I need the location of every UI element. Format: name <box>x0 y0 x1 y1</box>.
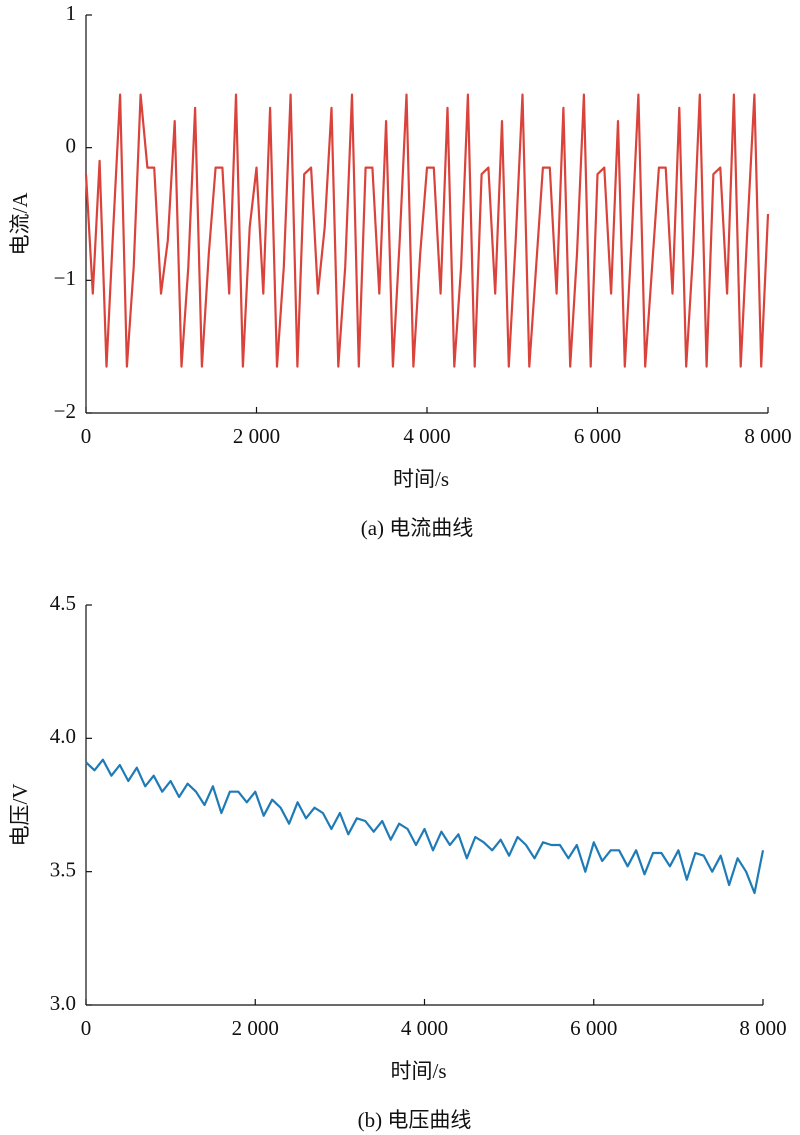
caption: (b) 电压曲线 <box>358 1108 472 1132</box>
x-tick-label: 2 000 <box>232 1016 279 1040</box>
x-tick-label: 4 000 <box>401 1016 448 1040</box>
x-tick-label: 6 000 <box>570 1016 617 1040</box>
y-tick-label: −1 <box>54 266 76 290</box>
y-tick-label: 1 <box>66 1 77 25</box>
x-tick-label: 8 000 <box>744 424 791 448</box>
x-axis-label: 时间/s <box>390 1059 446 1083</box>
line <box>84 93 770 368</box>
y-axis-label: 电流/A <box>8 192 32 256</box>
x-tick-label: 4 000 <box>403 424 450 448</box>
x-tick-label: 8 000 <box>739 1016 786 1040</box>
y-tick-label: 0 <box>66 133 77 157</box>
y-tick-label: 4.5 <box>50 591 76 615</box>
x-tick-label: 2 000 <box>233 424 280 448</box>
x-tick-label: 0 <box>81 1016 92 1040</box>
y-tick-label: 4.0 <box>50 724 76 748</box>
caption: (a) 电流曲线 <box>361 516 474 540</box>
y-tick-label: 3.0 <box>50 991 76 1015</box>
y-axis-label: 电压/V <box>8 784 32 847</box>
line <box>85 758 765 895</box>
x-axis-label: 时间/s <box>393 467 449 491</box>
x-tick-label: 0 <box>81 424 92 448</box>
y-tick-label: −2 <box>54 399 76 423</box>
y-tick-label: 3.5 <box>50 857 76 881</box>
x-tick-label: 6 000 <box>574 424 621 448</box>
